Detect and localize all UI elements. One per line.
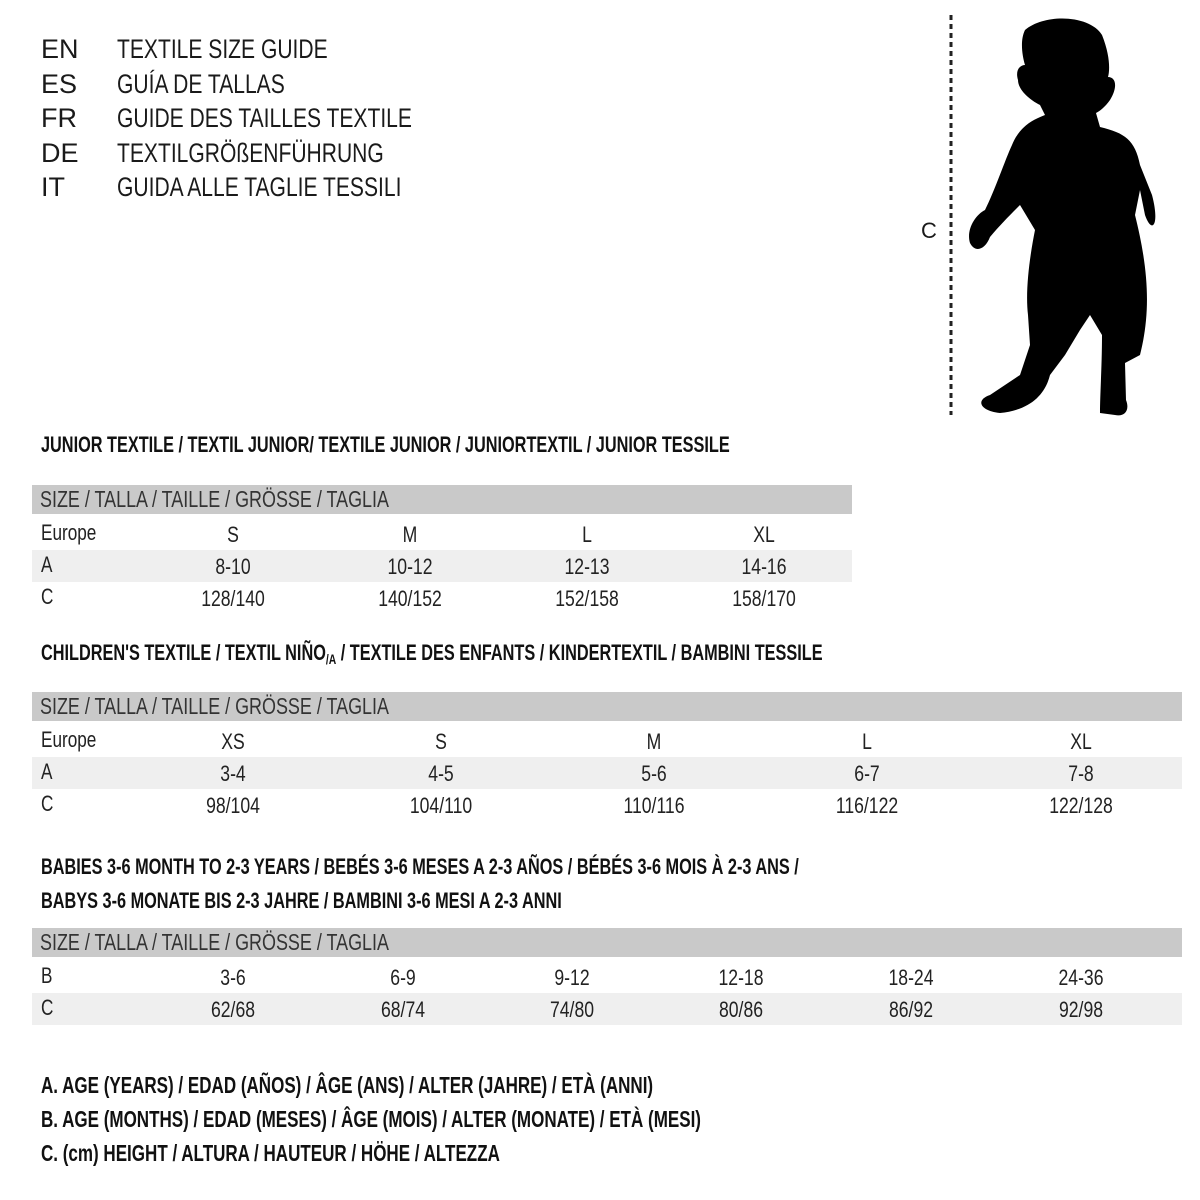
lang-title: TEXTILE SIZE GUIDE	[117, 34, 328, 64]
table-cell: XL	[1070, 729, 1092, 754]
section-heading-children: CHILDREN'S TEXTILE / TEXTIL NIÑO/A / TEX…	[41, 640, 823, 667]
table-cell: 6-9	[390, 965, 416, 990]
table-cell: 9-12	[554, 965, 590, 990]
legend-b: B. AGE (MONTHS) / EDAD (MESES) / ÂGE (MO…	[41, 1106, 701, 1132]
legend: A. AGE (YEARS) / EDAD (AÑOS) / ÂGE (ANS)…	[41, 1068, 933, 1170]
table-row: A 8-10 10-12 12-13 14-16	[32, 550, 852, 582]
table-cell: 62/68	[210, 997, 256, 1022]
table-cell: 5-6	[641, 761, 667, 786]
table-cell: 104/110	[409, 793, 473, 818]
table-cell: XS	[221, 729, 245, 754]
title-es: ES GUÍA DE TALLAS	[41, 67, 495, 102]
lang-code: ES	[41, 68, 78, 99]
table-cell: 74/80	[549, 997, 595, 1022]
row-label: Europe	[41, 520, 97, 545]
table-cell: 3-6	[220, 965, 246, 990]
table-cell: L	[582, 522, 592, 547]
table-cell: S	[227, 522, 239, 547]
table-cell: 3-4	[220, 761, 246, 786]
lang-title: GUIDE DES TAILLES TEXTILE	[117, 103, 412, 134]
table-cell: 122/128	[1049, 793, 1113, 818]
section-heading-junior: JUNIOR TEXTILE / TEXTIL JUNIOR/ TEXTILE …	[41, 432, 730, 457]
section-heading-babies: BABIES 3-6 MONTH TO 2-3 YEARS / BEBÉS 3-…	[41, 854, 799, 913]
language-title-list: EN TEXTILE SIZE GUIDE ES GUÍA DE TALLAS FR…	[41, 32, 495, 205]
table-header: SIZE / TALLA / TAILLE / GRÖSSE / TAGLIA	[32, 692, 1182, 721]
row-label: A	[41, 552, 53, 577]
row-label: B	[41, 963, 53, 988]
row-label: A	[41, 759, 53, 784]
table-cell: 152/158	[555, 586, 619, 611]
table-cell: 8-10	[215, 554, 251, 579]
legend-c: C. (cm) HEIGHT / ALTURA / HAUTEUR / HÖHE…	[41, 1140, 500, 1166]
table-row: B 3-6 6-9 9-12 12-18 18-24 24-36	[32, 961, 1182, 993]
table-row: C 98/104 104/110 110/116 116/122 122/128	[32, 789, 1182, 821]
table-cell: 12-13	[564, 554, 610, 579]
size-table-babies: SIZE / TALLA / TAILLE / GRÖSSE / TAGLIA B…	[32, 928, 1182, 1025]
table-cell: 116/122	[835, 793, 899, 818]
row-label: Europe	[41, 727, 97, 752]
table-cell: M	[402, 522, 418, 547]
table-cell: 10-12	[387, 554, 433, 579]
table-header: SIZE / TALLA / TAILLE / GRÖSSE / TAGLIA	[32, 485, 852, 514]
table-cell: 158/170	[732, 586, 796, 611]
table-cell: 110/116	[623, 793, 685, 818]
size-table-junior: SIZE / TALLA / TAILLE / GRÖSSE / TAGLIA E…	[32, 485, 852, 614]
table-cell: 12-18	[718, 965, 764, 990]
table-cell: 6-7	[854, 761, 880, 786]
table-row: A 3-4 4-5 5-6 6-7 7-8	[32, 757, 1182, 789]
table-cell: 140/152	[378, 586, 442, 611]
table-cell: L	[862, 729, 872, 754]
table-cell: 24-36	[1058, 965, 1104, 990]
child-silhouette-icon	[949, 15, 1156, 416]
row-label: C	[41, 995, 54, 1020]
lang-code: DE	[41, 137, 79, 168]
table-row: C 62/68 68/74 74/80 80/86 86/92 92/98	[32, 993, 1182, 1025]
lang-title: GUÍA DE TALLAS	[117, 68, 285, 99]
title-de: DE TEXTILGRÖßENFÜHRUNG	[41, 136, 495, 171]
table-header: SIZE / TALLA / TAILLE / GRÖSSE / TAGLIA	[32, 928, 1182, 957]
table-cell: 68/74	[380, 997, 426, 1022]
table-cell: M	[646, 729, 662, 754]
lang-code: EN	[41, 34, 79, 64]
table-row: Europe XS S M L XL	[32, 725, 1182, 757]
row-label: C	[41, 791, 54, 816]
table-cell: 128/140	[201, 586, 265, 611]
table-cell: 86/92	[888, 997, 934, 1022]
title-it: IT GUIDA ALLE TAGLIE TESSILI	[41, 170, 495, 205]
title-fr: FR GUIDE DES TAILLES TEXTILE	[41, 101, 495, 136]
table-cell: 14-16	[741, 554, 787, 579]
table-cell: 80/86	[718, 997, 764, 1022]
table-cell: 7-8	[1068, 761, 1094, 786]
table-row: C 128/140 140/152 152/158 158/170	[32, 582, 852, 614]
table-cell: 92/98	[1058, 997, 1104, 1022]
lang-code: IT	[41, 172, 65, 203]
table-cell: S	[435, 729, 447, 754]
lang-title: TEXTILGRÖßENFÜHRUNG	[117, 137, 384, 168]
table-cell: XL	[753, 522, 775, 547]
table-cell: 98/104	[206, 793, 260, 818]
lang-title: GUIDA ALLE TAGLIE TESSILI	[117, 172, 402, 203]
lang-code: FR	[41, 103, 77, 134]
height-measure-label: C	[921, 218, 937, 243]
row-label: C	[41, 584, 54, 609]
legend-a: A. AGE (YEARS) / EDAD (AÑOS) / ÂGE (ANS)…	[41, 1072, 654, 1098]
table-cell: 18-24	[888, 965, 934, 990]
title-en: EN TEXTILE SIZE GUIDE	[41, 32, 495, 67]
size-table-children: SIZE / TALLA / TAILLE / GRÖSSE / TAGLIA E…	[32, 692, 1182, 821]
table-cell: 4-5	[428, 761, 454, 786]
table-row: Europe S M L XL	[32, 518, 852, 550]
